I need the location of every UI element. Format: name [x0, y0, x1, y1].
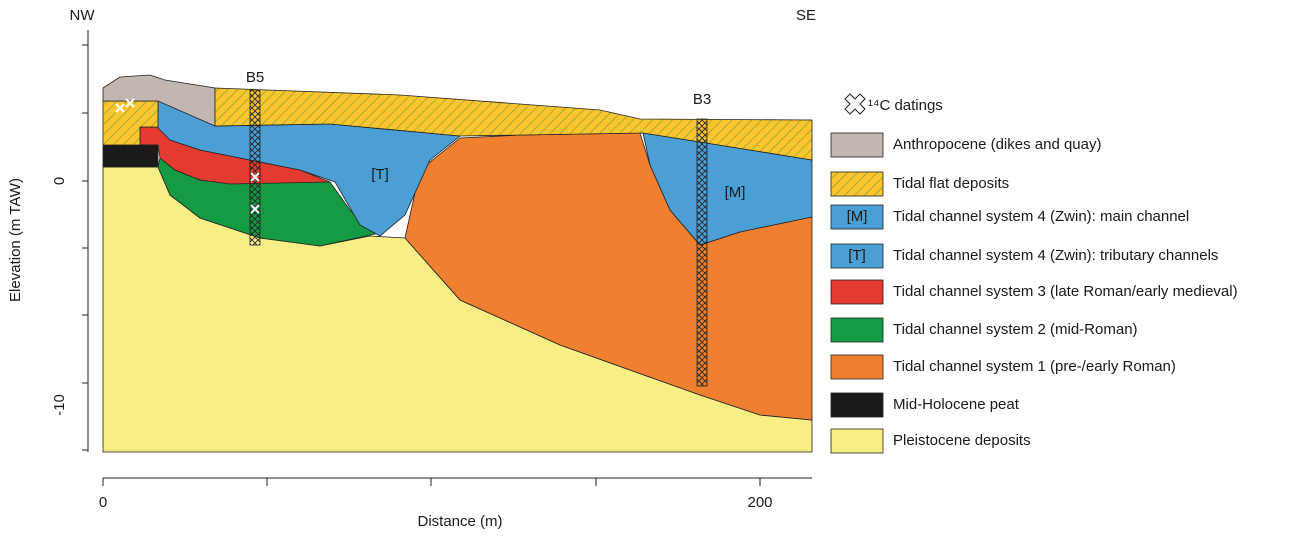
- legend-swatch: [831, 133, 883, 157]
- borehole-label: B5: [246, 69, 264, 86]
- legend-label: Tidal channel system 1 (pre-/early Roman…: [893, 358, 1176, 375]
- borehole: [250, 90, 260, 245]
- y-tick-label: -10: [51, 394, 68, 416]
- legend-swatch: [831, 355, 883, 379]
- x-axis-label: Distance (m): [417, 513, 502, 530]
- swatch-label: [M]: [847, 208, 868, 225]
- legend-swatch: [831, 172, 883, 196]
- legend-swatch: [831, 429, 883, 453]
- legend-label: Anthropocene (dikes and quay): [893, 136, 1101, 153]
- channel-label: [T]: [371, 166, 389, 183]
- borehole: [697, 119, 707, 386]
- swatch-label: [T]: [848, 247, 866, 264]
- x-tick-label: 0: [99, 494, 107, 511]
- y-tick-label: 0: [51, 177, 68, 185]
- layers: [103, 75, 812, 452]
- dating-icon: [845, 94, 865, 114]
- x-tick-label: 200: [747, 494, 772, 511]
- legend-swatch: [831, 318, 883, 342]
- se-label: SE: [796, 7, 816, 24]
- channel-label: [M]: [725, 184, 746, 201]
- borehole-label: B3: [693, 91, 711, 108]
- legend-label: Tidal channel system 4 (Zwin): tributary…: [893, 247, 1218, 264]
- legend-label: Mid-Holocene peat: [893, 396, 1020, 413]
- legend-swatch: [831, 393, 883, 417]
- legend-label: Tidal channel system 4 (Zwin): main chan…: [893, 208, 1189, 225]
- legend-label: Tidal channel system 2 (mid-Roman): [893, 321, 1138, 338]
- legend-label: Tidal flat deposits: [893, 175, 1009, 192]
- legend-label: ¹⁴C datings: [868, 97, 943, 114]
- legend-label: Pleistocene deposits: [893, 432, 1031, 449]
- legend-label: Tidal channel system 3 (late Roman/early…: [893, 283, 1238, 300]
- y-axis-label: Elevation (m TAW): [7, 178, 24, 302]
- legend-swatch: [831, 280, 883, 304]
- legend: ¹⁴C datings Anthropocene (dikes and quay…: [831, 94, 1238, 453]
- nw-label: NW: [70, 7, 96, 24]
- peat: [103, 145, 158, 167]
- cross-section: NW SE B5 B3 [T] [M] 0 -10 Elevation (m T…: [0, 0, 1306, 532]
